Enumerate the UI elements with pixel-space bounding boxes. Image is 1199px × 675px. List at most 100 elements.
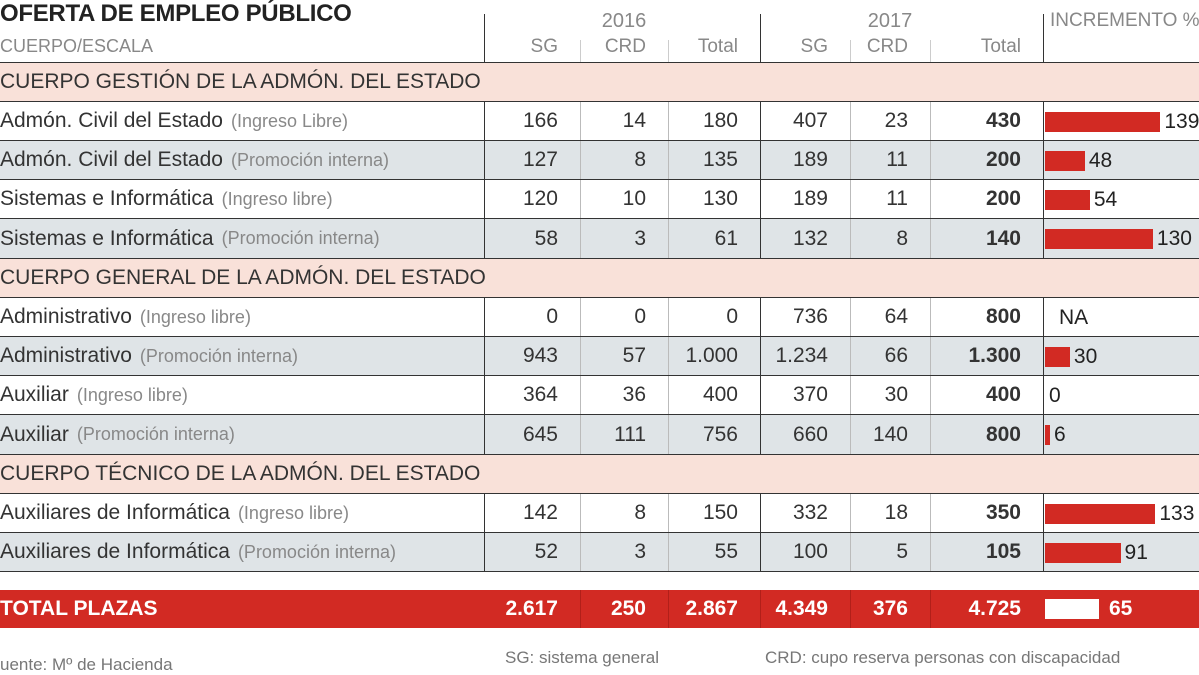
row-label-main: Sistemas e Informática bbox=[0, 226, 214, 250]
cell-sg-2017: 189 bbox=[760, 141, 850, 179]
cell-total-2016: 135 bbox=[668, 141, 760, 179]
cell-total-2016: 55 bbox=[668, 533, 760, 571]
table-row: Auxiliar (Promoción interna) 645 111 756 660 1… bbox=[0, 415, 1199, 455]
column-header-crd: CRD bbox=[604, 36, 646, 57]
cell-sg-2017: 1.234 bbox=[760, 337, 850, 375]
increment-value: 6 bbox=[1053, 423, 1066, 446]
total-cell: 2.867 bbox=[668, 590, 760, 628]
cell-crd-2017: 5 bbox=[850, 533, 930, 571]
cell-sg-2016: 142 bbox=[484, 494, 580, 532]
table-row: Auxiliares de Informática (Promoción inte… bbox=[0, 533, 1199, 572]
column-divider bbox=[1043, 533, 1044, 571]
column-header-crd: CRD bbox=[866, 36, 908, 57]
increment-bar bbox=[1045, 425, 1050, 445]
increment-bar bbox=[1045, 111, 1161, 132]
row-label: Auxiliar (Promoción interna) bbox=[0, 415, 235, 454]
cell-total-2017: 400 bbox=[930, 376, 1043, 414]
cell-total-2017: 350 bbox=[930, 494, 1043, 532]
cell-total-2016: 400 bbox=[668, 376, 760, 414]
column-divider bbox=[1043, 141, 1044, 179]
cell-crd-2016: 111 bbox=[580, 415, 668, 454]
column-header-sg: SG bbox=[800, 36, 828, 57]
cell-sg-2016: 166 bbox=[484, 102, 580, 140]
row-label-main: Administrativo bbox=[0, 305, 132, 328]
increment-value: 130 bbox=[1156, 227, 1192, 250]
total-cell: 2.617 bbox=[505, 597, 558, 620]
table-row: Sistemas e Informática (Promoción interna… bbox=[0, 219, 1199, 259]
sg-note: SG: sistema general bbox=[505, 648, 660, 667]
row-label-main: Auxiliar bbox=[0, 422, 69, 446]
increment-bar bbox=[1045, 542, 1121, 563]
increment-bar bbox=[1045, 189, 1090, 210]
row-label-type: (Promoción interna) bbox=[139, 345, 298, 366]
cell-crd-2017: 23 bbox=[850, 102, 930, 140]
cell-sg-2017: 407 bbox=[760, 102, 850, 140]
source-note: uente: Mº de Hacienda bbox=[0, 655, 173, 674]
section-header: CUERPO GESTIÓN DE LA ADMÓN. DEL ESTADO bbox=[0, 63, 1199, 102]
row-label: Admón. Civil del Estado (Ingreso Libre) bbox=[0, 102, 348, 140]
row-label-type: (Promoción interna) bbox=[221, 228, 380, 248]
cell-crd-2016: 14 bbox=[580, 102, 668, 140]
cell-total-2017: 1.300 bbox=[930, 337, 1043, 375]
increment-bar bbox=[1045, 346, 1070, 367]
table-row: Auxiliares de Informática (Ingreso libre)… bbox=[0, 494, 1199, 533]
row-label-type: (Ingreso libre) bbox=[76, 384, 188, 405]
column-divider bbox=[760, 14, 761, 62]
table-row: Admón. Civil del Estado (Promoción intern… bbox=[0, 141, 1199, 180]
increment-bar bbox=[1045, 150, 1085, 171]
row-label: Administrativo (Ingreso libre) bbox=[0, 298, 251, 336]
section-title: CUERPO TÉCNICO DE LA ADMÓN. DEL ESTADO bbox=[0, 462, 481, 485]
row-label-main: Auxiliares de Informática bbox=[0, 501, 230, 524]
cell-total-2016: 0 bbox=[668, 298, 760, 336]
cell-crd-2017: 140 bbox=[850, 415, 930, 454]
cell-total-2017: 800 bbox=[930, 415, 1043, 454]
column-divider bbox=[1043, 102, 1044, 140]
section-title: CUERPO GENERAL DE LA ADMÓN. DEL ESTADO bbox=[0, 266, 486, 289]
row-label: Admón. Civil del Estado (Promoción intern… bbox=[0, 141, 389, 179]
cell-sg-2017: 736 bbox=[760, 298, 850, 336]
column-divider bbox=[1043, 298, 1044, 336]
increment-value: 30 bbox=[1073, 344, 1098, 368]
cell-total-2016: 150 bbox=[668, 494, 760, 532]
cell-total-2017: 200 bbox=[930, 141, 1043, 179]
cell-sg-2016: 0 bbox=[484, 298, 580, 336]
row-label-type: (Promoción interna) bbox=[230, 149, 390, 170]
cell-total-2016: 61 bbox=[668, 219, 760, 258]
cell-crd-2016: 57 bbox=[580, 337, 668, 375]
cell-crd-2016: 3 bbox=[580, 533, 668, 571]
cell-crd-2017: 11 bbox=[850, 141, 930, 179]
cell-crd-2016: 0 bbox=[580, 298, 668, 336]
year-2017: 2017 bbox=[867, 10, 913, 32]
cell-crd-2017: 64 bbox=[850, 298, 930, 336]
cell-sg-2016: 943 bbox=[484, 337, 580, 375]
section-header: CUERPO GENERAL DE LA ADMÓN. DEL ESTADO bbox=[0, 259, 1199, 298]
increment-value: 48 bbox=[1088, 148, 1113, 172]
increment-value: NA bbox=[1059, 305, 1089, 329]
cell-sg-2017: 132 bbox=[760, 219, 850, 258]
column-divider bbox=[1043, 494, 1044, 532]
cell-crd-2016: 8 bbox=[580, 141, 668, 179]
table-row: Administrativo (Promoción interna) 943 57 1.… bbox=[0, 337, 1199, 376]
increment-value: 54 bbox=[1093, 187, 1118, 211]
cell-crd-2016: 8 bbox=[580, 494, 668, 532]
column-divider bbox=[580, 40, 581, 62]
year-2016: 2016 bbox=[601, 10, 647, 32]
row-label: Auxiliares de Informática (Promoción inte… bbox=[0, 533, 396, 571]
cell-total-2016: 756 bbox=[668, 415, 760, 454]
table-row: Admón. Civil del Estado (Ingreso Libre) 16… bbox=[0, 102, 1199, 141]
row-label-type: (Promoción interna) bbox=[76, 424, 235, 444]
total-cell: 250 bbox=[580, 590, 668, 628]
total-label: TOTAL PLAZAS bbox=[0, 597, 158, 620]
column-divider bbox=[1043, 337, 1044, 375]
row-label-type: (Ingreso Libre) bbox=[230, 110, 349, 131]
column-divider bbox=[1043, 14, 1044, 62]
section-header: CUERPO TÉCNICO DE LA ADMÓN. DEL ESTADO bbox=[0, 455, 1199, 494]
crd-note: CRD: cupo reserva personas con discapaci… bbox=[765, 648, 1121, 667]
column-divider bbox=[930, 40, 931, 62]
cell-total-2016: 130 bbox=[668, 180, 760, 218]
row-label-main: Administrativo bbox=[0, 344, 132, 367]
row-label-type: (Ingreso libre) bbox=[237, 502, 349, 523]
cell-sg-2016: 127 bbox=[484, 141, 580, 179]
cell-total-2017: 200 bbox=[930, 180, 1043, 218]
increment-header: INCREMENTO % bbox=[1050, 10, 1199, 31]
